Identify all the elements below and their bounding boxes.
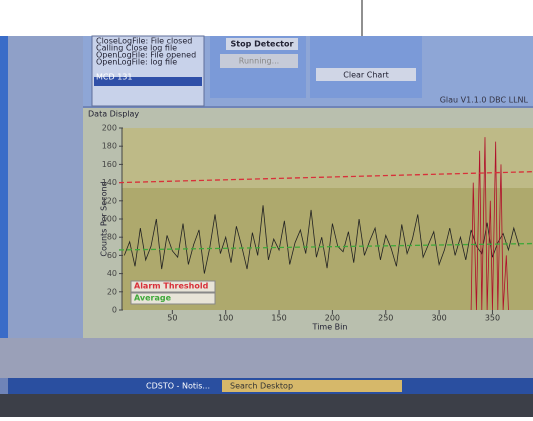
- bezel: [0, 394, 533, 417]
- search-label: Search Desktop: [230, 382, 293, 391]
- legend-label: Alarm Threshold: [134, 282, 209, 291]
- screen-photo: Search Desktop CDSTO - Notis... Stop Det…: [0, 0, 533, 417]
- x-tick-label: 250: [378, 314, 393, 323]
- y-tick-label: 200: [102, 124, 117, 133]
- y-tick-label: 60: [107, 251, 117, 260]
- x-tick-label: 200: [325, 314, 340, 323]
- taskbar-item[interactable]: CDSTO - Notis...: [146, 382, 210, 391]
- y-tick-label: 100: [102, 215, 117, 224]
- y-tick-label: 120: [102, 196, 117, 205]
- top-area: [0, 0, 533, 36]
- x-tick-label: 50: [167, 314, 177, 323]
- y-tick-label: 160: [102, 160, 117, 169]
- left-window: [8, 36, 83, 376]
- button-label: Stop Detector: [231, 40, 294, 49]
- x-axis-label: Time Bin: [312, 323, 348, 332]
- panel-title: Data Display: [88, 110, 139, 119]
- y-tick-label: 20: [107, 287, 117, 296]
- button-label: Running...: [239, 57, 279, 66]
- y-tick-label: 0: [112, 306, 117, 315]
- page: {"window": { "log_lines": ["CloseLogFile…: [0, 0, 533, 417]
- version: Glau V1.1.0 DBC LLNL: [440, 96, 529, 105]
- y-tick-label: 40: [107, 269, 117, 278]
- left-strip: [0, 36, 8, 376]
- y-tick-label: 180: [102, 142, 117, 151]
- x-tick-label: 350: [485, 314, 500, 323]
- legend-label: Average: [134, 294, 172, 303]
- log-line: MCD 131: [96, 73, 132, 82]
- button-label: Clear Chart: [343, 71, 388, 80]
- button-panel: [310, 36, 422, 98]
- x-tick-label: 300: [431, 314, 446, 323]
- log-line: OpenLogFile: log file: [96, 58, 177, 67]
- plot-glare: [122, 128, 533, 188]
- x-tick-label: 100: [218, 314, 233, 323]
- y-tick-label: 80: [107, 233, 117, 242]
- reflection: [0, 338, 533, 378]
- y-tick-label: 140: [102, 178, 117, 187]
- x-tick-label: 150: [271, 314, 286, 323]
